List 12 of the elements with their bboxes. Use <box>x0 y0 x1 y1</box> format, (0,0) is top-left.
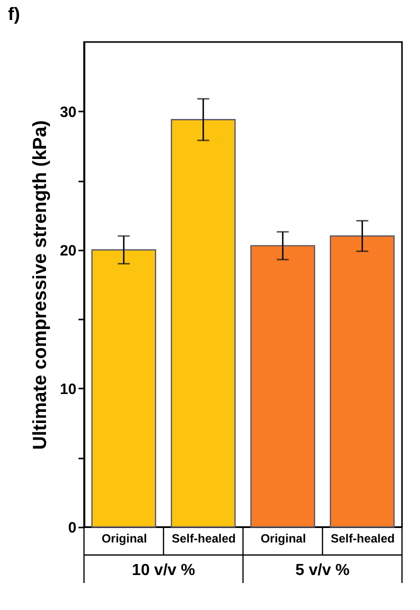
x-tick-label: Original <box>260 532 306 546</box>
chart-title: f) <box>8 4 20 24</box>
text: 10 v/v % <box>132 562 196 579</box>
x-tick-label: Self-healed <box>172 532 236 546</box>
y-axis-title: Ultimate compressive strength (kPa) <box>30 120 51 450</box>
text: 5 v/v % <box>295 562 350 579</box>
y-tick-label: 0 <box>68 520 76 536</box>
y-tick-label: 10 <box>60 380 76 398</box>
y-tick-label: 20 <box>60 242 76 260</box>
y-tick-label: 30 <box>60 104 76 121</box>
x-tick-label: Self-healed <box>330 532 395 546</box>
x-tick-label: Original <box>102 532 147 546</box>
